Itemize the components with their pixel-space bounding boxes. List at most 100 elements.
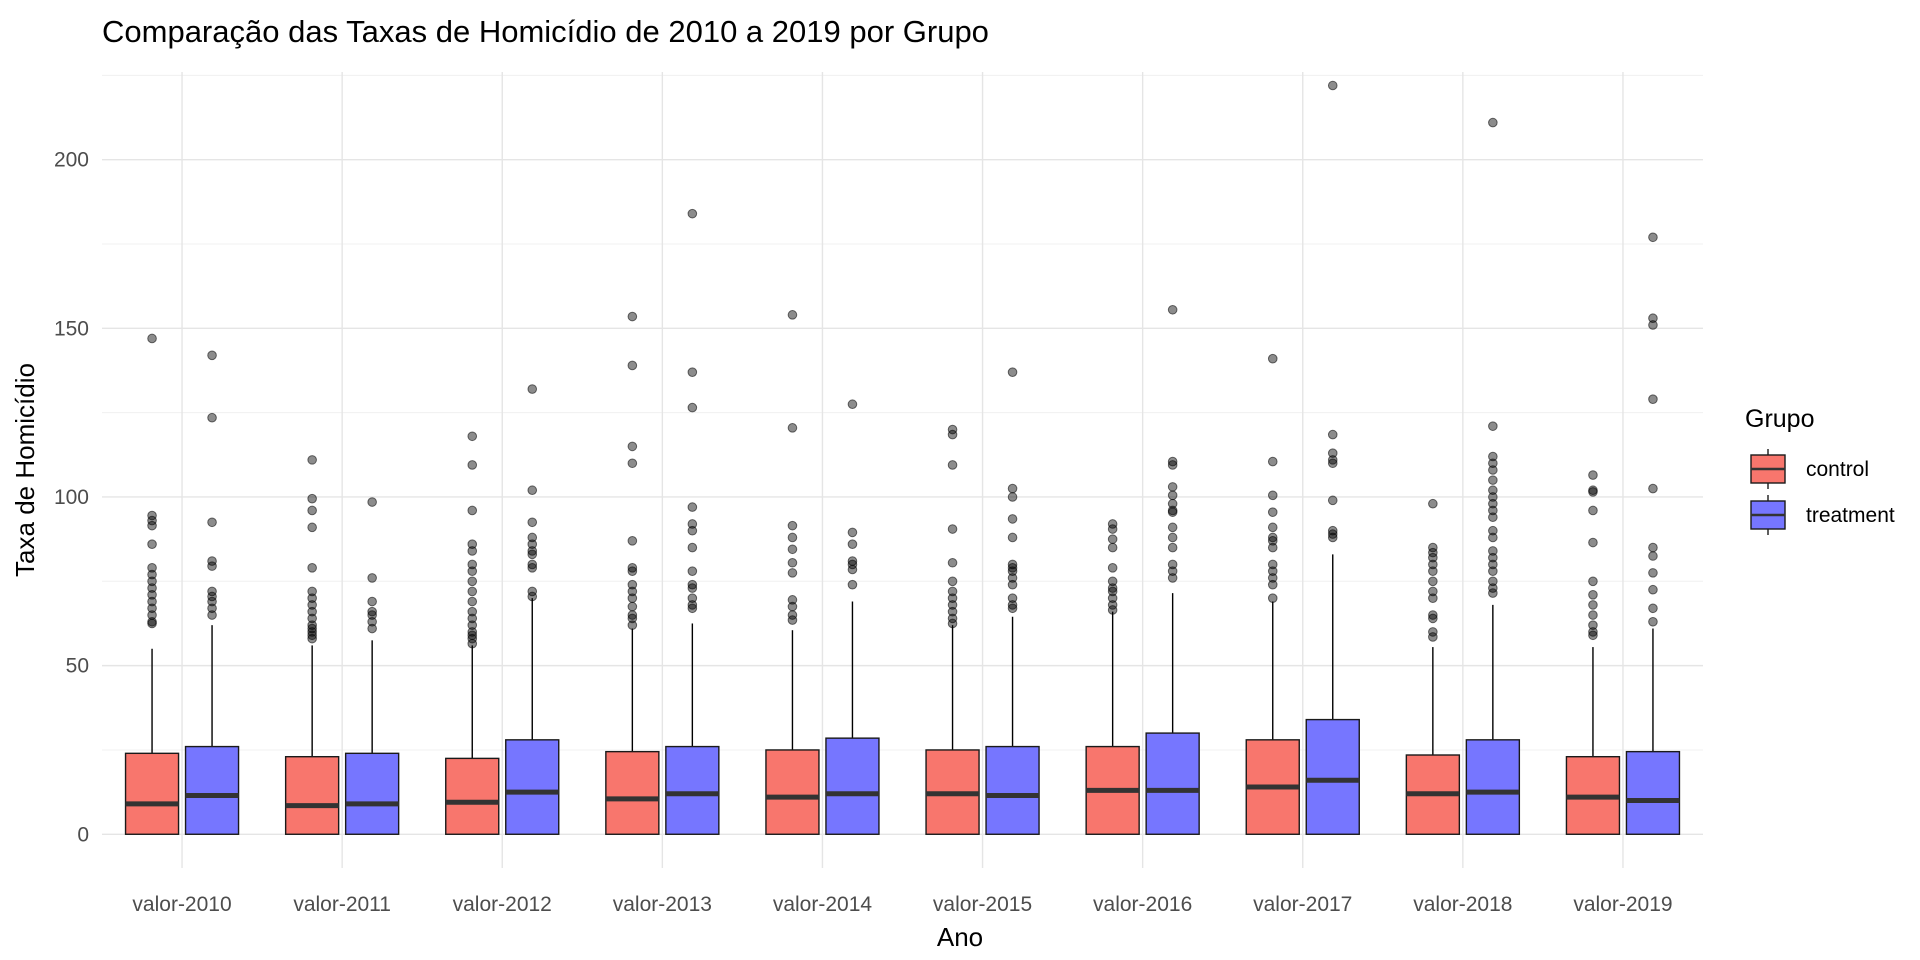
outlier-point <box>467 546 478 556</box>
box-treatment-valor-2019 <box>1625 232 1681 835</box>
outlier-point <box>787 601 798 612</box>
outlier-point <box>1488 525 1498 536</box>
box-treatment-valor-2012 <box>505 384 560 835</box>
outlier-point <box>1428 542 1438 553</box>
outlier-point <box>1588 576 1598 587</box>
outlier-point <box>367 616 377 627</box>
outlier-point <box>1167 482 1178 492</box>
x-tick-label: valor-2015 <box>933 893 1032 916</box>
box-rect <box>665 745 720 835</box>
outlier-point <box>627 566 638 576</box>
outlier-point <box>1488 117 1498 128</box>
outlier-point <box>1648 551 1658 561</box>
outlier-point <box>1488 552 1498 563</box>
outlier-point <box>527 546 538 556</box>
outlier-point <box>847 539 858 550</box>
outlier-point <box>527 517 538 528</box>
outlier-point <box>627 311 638 322</box>
outlier-point <box>1107 534 1118 544</box>
outlier-point <box>787 532 798 543</box>
outlier-point <box>1107 542 1118 553</box>
outlier-point <box>687 519 698 529</box>
outlier-point <box>1107 563 1118 573</box>
outlier-point <box>1488 492 1498 502</box>
outlier-point <box>1007 367 1018 377</box>
y-axis-ticks: 0 50 100 150 200 <box>54 149 89 847</box>
outlier-point <box>1007 563 1018 573</box>
box-control-valor-2015 <box>925 424 980 835</box>
outlier-point <box>847 579 858 590</box>
outlier-point <box>1428 632 1438 642</box>
x-tick-label: valor-2012 <box>453 893 552 916</box>
outlier-point <box>1107 576 1118 587</box>
outlier-point <box>147 583 157 593</box>
box-control-valor-2017 <box>1245 353 1300 835</box>
outlier-point <box>1488 588 1498 598</box>
outlier-point <box>627 563 638 573</box>
outlier-point <box>1267 507 1278 517</box>
legend: Grupo control treatment <box>1745 405 1895 535</box>
outlier-point <box>1167 456 1178 467</box>
outlier-point <box>947 424 958 435</box>
outlier-point <box>1327 458 1338 469</box>
outlier-point <box>627 620 638 630</box>
y-tick-label: 200 <box>54 149 89 172</box>
box-control-valor-2018 <box>1405 498 1461 835</box>
outlier-point <box>147 520 157 531</box>
outlier-point <box>147 589 157 600</box>
outlier-point <box>847 527 858 538</box>
outlier-point <box>1167 460 1178 470</box>
outlier-point <box>1588 600 1598 610</box>
outlier-point <box>1167 573 1178 583</box>
box-rect <box>1625 750 1681 835</box>
outlier-point <box>467 539 478 550</box>
outlier-point <box>467 576 478 587</box>
outlier-point <box>687 566 698 576</box>
outlier-point <box>147 333 157 344</box>
box-treatment-valor-2013 <box>665 208 720 835</box>
outlier-point <box>1488 576 1498 587</box>
outlier-point <box>367 497 377 507</box>
outlier-point <box>1007 600 1018 610</box>
outlier-point <box>1007 579 1018 590</box>
outlier-point <box>947 613 958 624</box>
outlier-point <box>1648 603 1658 614</box>
outlier-point <box>1167 304 1178 315</box>
outlier-point <box>307 613 317 624</box>
outlier-point <box>627 613 638 624</box>
outlier-point <box>147 510 157 521</box>
outlier-point <box>147 610 157 620</box>
x-axis-ticks: valor-2010 valor-2011 valor-2012 valor-2013… <box>132 893 1672 916</box>
outlier-point <box>1488 546 1498 556</box>
box-rect <box>825 737 880 835</box>
outlier-point <box>1107 519 1118 529</box>
box-rect <box>1465 739 1521 835</box>
outlier-point <box>1267 573 1278 583</box>
outlier-point <box>1428 610 1438 620</box>
outlier-point <box>307 600 317 610</box>
box-rect <box>985 745 1040 835</box>
outlier-point <box>307 586 317 597</box>
outlier-point <box>467 606 478 617</box>
outlier-point <box>627 579 638 590</box>
outlier-point <box>207 603 217 614</box>
box-control-valor-2012 <box>445 431 500 835</box>
outlier-point <box>307 633 317 644</box>
outlier-point <box>1007 514 1018 524</box>
outlier-point <box>467 505 478 516</box>
outlier-point <box>1167 542 1178 553</box>
outlier-point <box>307 630 317 641</box>
outlier-point <box>1007 532 1018 543</box>
outlier-point <box>207 591 217 602</box>
outlier-point <box>1327 532 1338 543</box>
outlier-point <box>1267 579 1278 590</box>
outlier-point <box>307 455 317 465</box>
outlier-point <box>367 623 377 634</box>
outlier-point <box>1167 559 1178 570</box>
outlier-point <box>1327 80 1338 91</box>
outlier-point <box>527 591 538 602</box>
outlier-point <box>1488 498 1498 509</box>
y-tick-label: 50 <box>66 655 89 678</box>
outlier-point <box>307 522 317 533</box>
